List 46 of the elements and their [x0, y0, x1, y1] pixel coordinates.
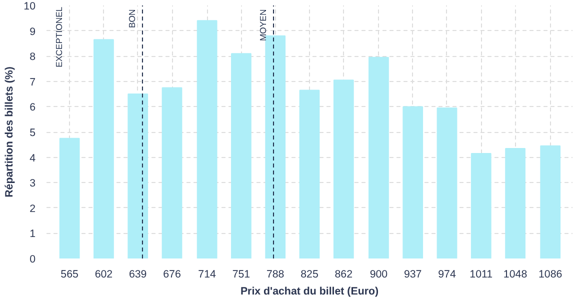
y-tick-label: 10 — [24, 0, 36, 12]
bar — [540, 145, 561, 258]
x-tick-label: 788 — [266, 268, 284, 280]
y-tick-label: 0 — [30, 254, 36, 266]
bar — [402, 106, 424, 258]
y-tick-label: 4 — [30, 152, 36, 164]
x-tick-label: 1086 — [538, 268, 562, 280]
y-tick-label: 6 — [30, 102, 36, 114]
x-tick-label: 862 — [334, 268, 353, 280]
bar — [59, 138, 80, 258]
bar — [94, 39, 114, 258]
x-tick-label: 937 — [404, 268, 422, 280]
x-tick-label: 825 — [300, 268, 318, 280]
bar — [299, 90, 320, 258]
x-tick-label: 900 — [370, 268, 388, 280]
bar — [333, 80, 354, 258]
bar — [436, 107, 458, 258]
y-tick-label: 9 — [30, 26, 36, 38]
x-tick-label: 714 — [198, 268, 216, 280]
ref-line-label: MOYEN — [258, 9, 268, 42]
x-axis-title: Prix d'achat du billet (Euro) — [240, 286, 380, 298]
x-tick-label: 751 — [232, 268, 250, 280]
bar — [505, 148, 526, 258]
annotation: EXCEPTIONEL — [54, 6, 64, 68]
x-tick-label: 676 — [163, 268, 181, 280]
bar — [196, 20, 218, 258]
ref-line-label: BON — [126, 9, 137, 28]
y-tick-label: 5 — [30, 127, 36, 139]
bar — [470, 153, 492, 258]
y-tick-label: 8 — [30, 51, 36, 64]
y-tick-label: 1 — [30, 228, 36, 240]
x-tick-label: 602 — [94, 268, 113, 280]
x-tick-label: 974 — [438, 268, 456, 280]
y-tick-label: 3 — [30, 178, 36, 190]
bar — [162, 87, 182, 258]
bar — [368, 56, 389, 258]
y-tick-label: 2 — [30, 202, 36, 215]
x-tick-label: 1048 — [503, 268, 528, 280]
x-tick-label: 639 — [128, 268, 147, 280]
bar — [265, 35, 286, 258]
bar — [231, 53, 252, 258]
y-tick-label: 7 — [30, 76, 36, 88]
bar — [128, 94, 148, 258]
x-tick-label: 565 — [60, 268, 79, 280]
y-axis-title: Répartition des billets (%) — [4, 66, 16, 198]
x-tick-label: 1011 — [470, 268, 493, 280]
